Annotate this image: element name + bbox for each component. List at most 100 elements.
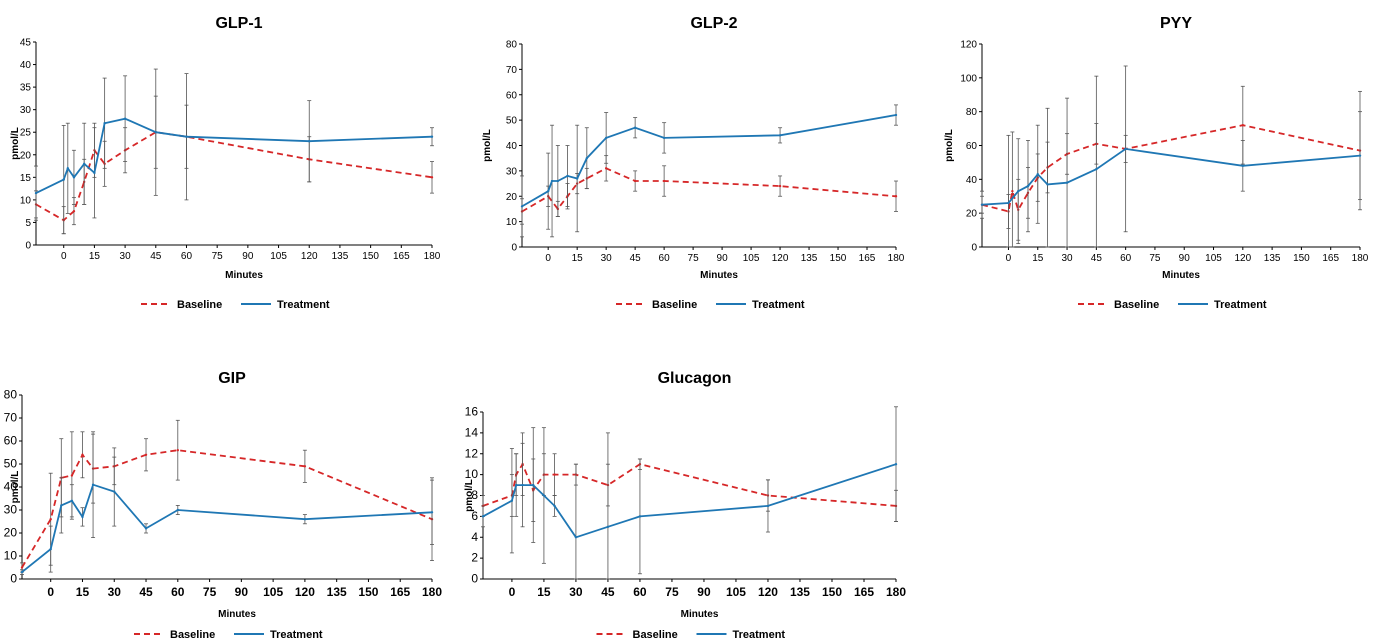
data-point xyxy=(431,136,433,138)
y-tick-label: 0 xyxy=(471,572,478,586)
x-tick-label: 120 xyxy=(758,585,778,599)
data-point xyxy=(185,136,187,138)
data-point xyxy=(663,180,665,182)
data-point xyxy=(177,449,179,451)
data-point xyxy=(304,465,306,467)
y-tick-label: 60 xyxy=(966,141,978,152)
data-point xyxy=(177,509,179,511)
x-tick-label: 45 xyxy=(1091,253,1103,264)
series-baseline xyxy=(34,96,434,234)
data-point xyxy=(1046,183,1048,185)
y-tick-label: 10 xyxy=(20,195,32,206)
x-axis-label: Minutes xyxy=(218,609,256,620)
data-point xyxy=(60,504,62,506)
data-point xyxy=(145,527,147,529)
y-tick-label: 40 xyxy=(506,141,518,152)
y-tick-label: 25 xyxy=(20,128,32,139)
x-tick-label: 105 xyxy=(263,585,283,599)
data-point xyxy=(634,180,636,182)
x-tick-label: 105 xyxy=(270,251,287,262)
data-point xyxy=(63,178,65,180)
x-tick-label: 135 xyxy=(790,585,810,599)
y-tick-label: 0 xyxy=(25,241,31,252)
x-tick-label: 165 xyxy=(393,251,410,262)
data-point xyxy=(1027,185,1029,187)
data-point xyxy=(21,566,23,568)
x-tick-label: 120 xyxy=(772,253,789,264)
x-tick-label: 60 xyxy=(659,253,671,264)
y-tick-label: 14 xyxy=(465,425,479,439)
chart-glp-2: GLP-2 0 10 20 30 40 50 60 70 80 0 15 30 45 60 75 90 105 12… xyxy=(482,15,905,311)
x-tick-label: 15 xyxy=(89,251,101,262)
y-tick-label: 120 xyxy=(960,40,977,51)
data-point xyxy=(431,511,433,513)
legend-label-baseline: Baseline xyxy=(177,299,222,311)
x-tick-label: 30 xyxy=(108,585,122,599)
data-point xyxy=(21,571,23,573)
legend: Baseline Treatment xyxy=(616,299,805,311)
data-point xyxy=(779,134,781,136)
y-tick-label: 10 xyxy=(506,217,518,228)
y-tick-label: 20 xyxy=(966,209,978,220)
data-point xyxy=(639,515,641,517)
series-line-baseline xyxy=(22,450,432,567)
x-tick-label: 15 xyxy=(537,585,551,599)
series-line-baseline xyxy=(36,132,432,220)
data-point xyxy=(1017,190,1019,192)
data-point xyxy=(981,204,983,206)
data-point xyxy=(575,536,577,538)
series-treatment xyxy=(520,105,898,237)
x-tick-label: 180 xyxy=(422,585,442,599)
y-tick-label: 16 xyxy=(465,405,479,419)
data-point xyxy=(566,175,568,177)
data-point xyxy=(779,185,781,187)
legend: Baseline Treatment xyxy=(597,629,786,641)
y-tick-label: 10 xyxy=(465,467,479,481)
chart-title: GLP-2 xyxy=(690,15,737,32)
data-point xyxy=(605,137,607,139)
x-tick-label: 75 xyxy=(212,251,224,262)
data-point xyxy=(543,494,545,496)
x-tick-label: 165 xyxy=(859,253,876,264)
x-tick-label: 75 xyxy=(688,253,700,264)
data-point xyxy=(1066,182,1068,184)
x-tick-label: 60 xyxy=(171,585,185,599)
legend: Baseline Treatment xyxy=(1078,299,1267,311)
x-tick-label: 150 xyxy=(358,585,378,599)
x-tick-label: 30 xyxy=(1061,253,1073,264)
x-tick-label: 150 xyxy=(362,251,379,262)
y-tick-label: 30 xyxy=(20,105,32,116)
x-tick-label: 75 xyxy=(203,585,217,599)
x-tick-label: 30 xyxy=(569,585,583,599)
y-tick-label: 80 xyxy=(4,388,18,402)
x-tick-label: 0 xyxy=(47,585,54,599)
x-tick-label: 0 xyxy=(1006,253,1012,264)
x-tick-label: 15 xyxy=(572,253,584,264)
y-tick-label: 70 xyxy=(4,411,18,425)
legend-label-baseline: Baseline xyxy=(170,629,215,641)
x-tick-label: 45 xyxy=(150,251,162,262)
data-point xyxy=(551,180,553,182)
x-axis-label: Minutes xyxy=(700,270,738,281)
x-tick-label: 180 xyxy=(886,585,906,599)
data-point xyxy=(532,484,534,486)
series-baseline xyxy=(520,156,898,225)
x-tick-label: 105 xyxy=(743,253,760,264)
legend-label-treatment: Treatment xyxy=(270,629,323,641)
legend-label-treatment: Treatment xyxy=(277,299,330,311)
data-point xyxy=(482,515,484,517)
data-point xyxy=(557,180,559,182)
data-point xyxy=(634,127,636,129)
x-tick-label: 165 xyxy=(854,585,874,599)
legend-label-treatment: Treatment xyxy=(752,299,805,311)
y-tick-label: 50 xyxy=(506,116,518,127)
x-tick-label: 75 xyxy=(665,585,679,599)
y-axis-label: pmol/L xyxy=(944,129,955,162)
legend-label-treatment: Treatment xyxy=(733,629,786,641)
data-point xyxy=(1124,148,1126,150)
y-tick-label: 2 xyxy=(471,551,478,565)
series-line-treatment xyxy=(982,149,1360,205)
x-tick-label: 90 xyxy=(1179,253,1191,264)
chart-glucagon: Glucagon 0 2 4 6 8 10 12 14 16 0 15 30 45 60 75 90 105 120… xyxy=(464,370,906,641)
x-tick-label: 90 xyxy=(717,253,729,264)
